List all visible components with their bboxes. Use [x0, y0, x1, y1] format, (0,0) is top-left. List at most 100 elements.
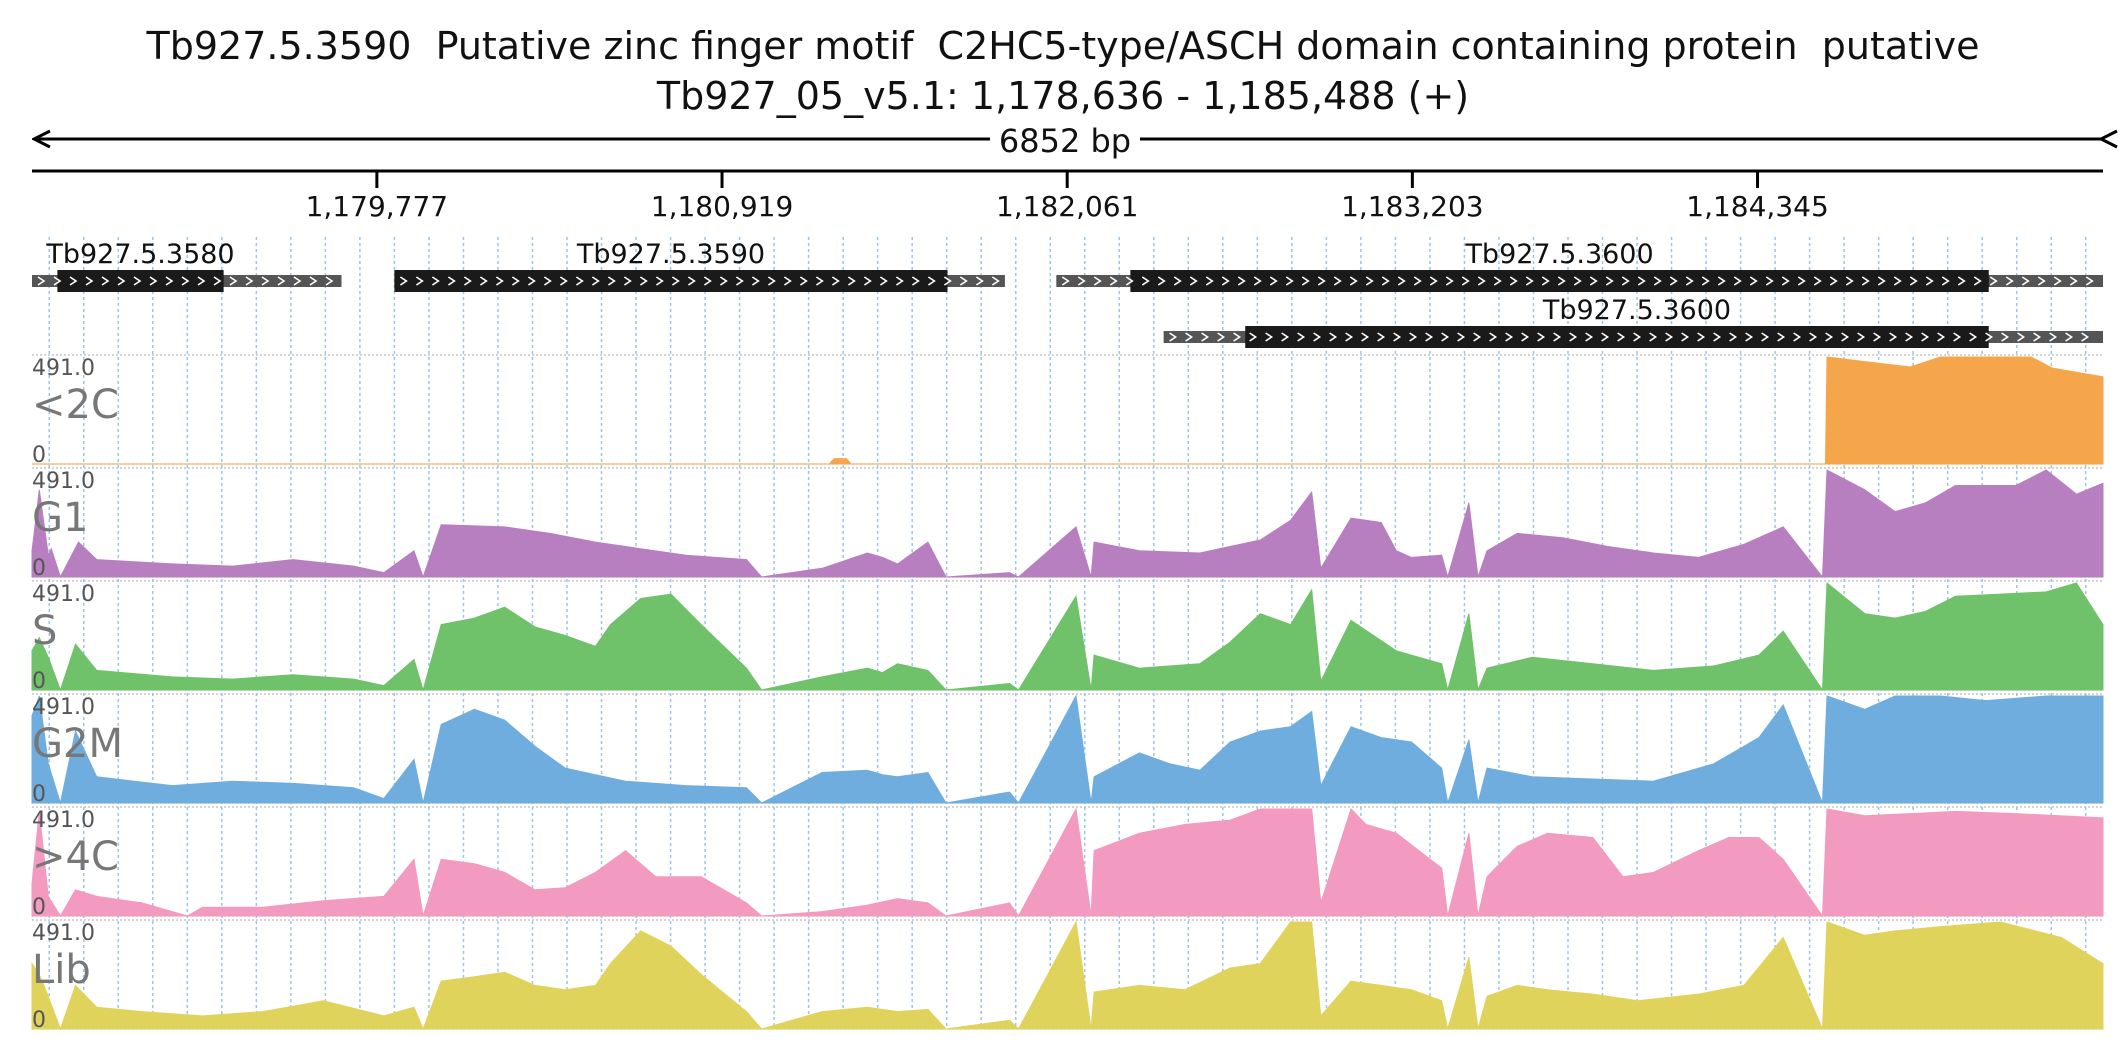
- strand-arrow: [1489, 332, 1498, 342]
- strand-arrow: [1397, 276, 1406, 286]
- strand-arrow: [1349, 276, 1358, 286]
- strand-arrow: [1269, 276, 1278, 286]
- strand-arrow: [1217, 332, 1226, 342]
- strand-arrow: [1873, 332, 1882, 342]
- strand-arrow: [959, 276, 968, 286]
- strand-arrow: [149, 276, 158, 286]
- region-subtitle: Tb927_05_v5.1: 1,178,636 - 1,185,488 (+): [656, 74, 1470, 118]
- strand-arrow: [261, 276, 270, 286]
- strand-arrow: [767, 276, 776, 286]
- strand-arrow: [1957, 276, 1966, 286]
- strand-arrow: [1905, 332, 1914, 342]
- strand-arrow: [671, 276, 680, 286]
- strand-arrow: [1361, 332, 1370, 342]
- strand-arrow: [703, 276, 712, 286]
- coverage-area: [31, 807, 2104, 918]
- figure-title: Tb927.5.3590 Putative zinc finger motif …: [146, 24, 1980, 68]
- gene-model: Tb927.5.3600: [1163, 295, 2103, 348]
- strand-arrow: [1925, 276, 1934, 286]
- strand-arrow: [1221, 276, 1230, 286]
- strand-arrow: [2065, 332, 2074, 342]
- strand-arrow: [1493, 276, 1502, 286]
- strand-arrow: [1233, 332, 1242, 342]
- coverage-area: [32, 356, 2104, 465]
- strand-arrow: [783, 276, 792, 286]
- strand-arrow: [1409, 332, 1418, 342]
- coverage-area: [31, 581, 2104, 692]
- track-name-label: G1: [32, 495, 88, 541]
- strand-arrow: [1845, 276, 1854, 286]
- strand-arrow: [1553, 332, 1562, 342]
- strand-arrow: [1237, 276, 1246, 286]
- strand-arrow: [1061, 276, 1070, 286]
- strand-arrow: [1617, 332, 1626, 342]
- strand-arrow: [799, 276, 808, 286]
- strand-arrow: [1329, 332, 1338, 342]
- strand-arrow: [399, 276, 408, 286]
- strand-arrow: [1797, 276, 1806, 286]
- strand-arrow: [229, 276, 238, 286]
- strand-arrow: [1681, 332, 1690, 342]
- strand-arrow: [1969, 332, 1978, 342]
- strand-arrow: [1317, 276, 1326, 286]
- strand-arrow: [815, 276, 824, 286]
- strand-arrow: [559, 276, 568, 286]
- strand-arrow: [1717, 276, 1726, 286]
- gene-cds: [1130, 270, 1989, 292]
- strand-arrow: [2069, 276, 2078, 286]
- x-axis: 1,179,777 1,180,919 1,182,061 1,183,203 1,18…: [32, 169, 2103, 223]
- strand-arrow: [1093, 276, 1102, 286]
- strand-arrow: [1857, 332, 1866, 342]
- strand-arrow: [1281, 332, 1290, 342]
- tick-label: 1,179,777: [306, 190, 449, 223]
- strand-arrow: [2053, 276, 2062, 286]
- track-ymax-label: 491.0: [32, 582, 95, 607]
- strand-arrow: [1893, 276, 1902, 286]
- strand-arrow: [1365, 276, 1374, 286]
- coverage-tracks: 491.0<2C0491.0G10491.0S0491.0G2M0491.0>4…: [31, 354, 2104, 1033]
- strand-arrow: [1253, 276, 1262, 286]
- strand-arrow: [1777, 332, 1786, 342]
- gene-label: Tb927.5.3600: [1464, 239, 1653, 270]
- strand-arrow: [607, 276, 616, 286]
- strand-arrow: [1425, 332, 1434, 342]
- strand-arrow: [181, 276, 190, 286]
- strand-arrow: [1377, 332, 1386, 342]
- gene-label: Tb927.5.3600: [1542, 295, 1731, 326]
- strand-arrow: [1473, 332, 1482, 342]
- strand-arrow: [863, 276, 872, 286]
- strand-arrow: [1637, 276, 1646, 286]
- strand-arrow: [1841, 332, 1850, 342]
- strand-arrow: [133, 276, 142, 286]
- strand-arrow: [719, 276, 728, 286]
- strand-arrow: [1429, 276, 1438, 286]
- strand-arrow: [1285, 276, 1294, 286]
- strand-arrow: [1909, 276, 1918, 286]
- strand-arrow: [37, 276, 46, 286]
- strand-arrow: [1989, 276, 1998, 286]
- strand-arrow: [1393, 332, 1402, 342]
- gene-model: Tb927.5.3580: [32, 239, 342, 292]
- strand-arrow: [1249, 332, 1258, 342]
- strand-arrow: [1169, 332, 1178, 342]
- track-ymax-label: 491.0: [32, 921, 95, 946]
- strand-arrow: [2049, 332, 2058, 342]
- strand-arrow: [1189, 276, 1198, 286]
- strand-arrow: [1521, 332, 1530, 342]
- strand-arrow: [1621, 276, 1630, 286]
- strand-arrow: [2085, 276, 2094, 286]
- strand-arrow: [591, 276, 600, 286]
- strand-arrow: [325, 276, 334, 286]
- strand-arrow: [415, 276, 424, 286]
- strand-arrow: [1413, 276, 1422, 286]
- coverage-area: [31, 469, 2104, 579]
- gene-cds: [1245, 326, 1989, 348]
- strand-arrow: [117, 276, 126, 286]
- track-name-label: <2C: [32, 382, 119, 428]
- strand-arrow: [1585, 332, 1594, 342]
- strand-arrow: [575, 276, 584, 286]
- strand-arrow: [639, 276, 648, 286]
